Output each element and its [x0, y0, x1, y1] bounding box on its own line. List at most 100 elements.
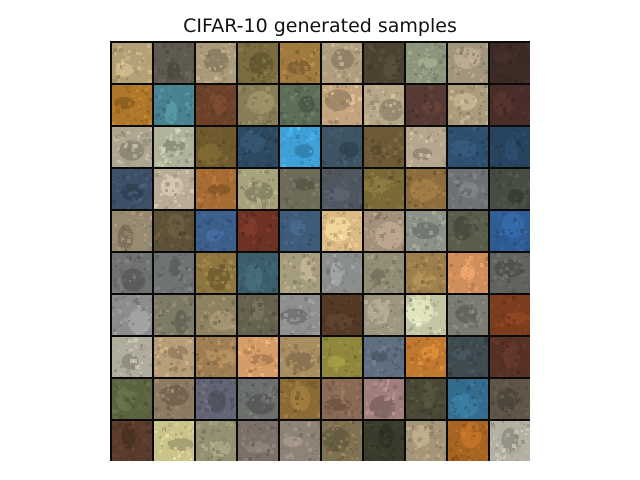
sample-tile-r6-c4	[238, 253, 278, 293]
sample-tile-r7-c3	[196, 295, 236, 335]
sample-tile-r6-c3	[196, 253, 236, 293]
sample-tile-r9-c8	[406, 379, 446, 419]
sample-tile-r3-c5	[280, 127, 320, 167]
sample-tile-r1-c8	[406, 43, 446, 83]
sample-tile-r8-c3	[196, 337, 236, 377]
sample-tile-r4-c1	[112, 169, 152, 209]
sample-tile-r4-c5	[280, 169, 320, 209]
sample-tile-r10-c7	[364, 421, 404, 461]
sample-tile-r3-c2	[154, 127, 194, 167]
sample-tile-r10-c5	[280, 421, 320, 461]
sample-tile-r9-c3	[196, 379, 236, 419]
sample-tile-r9-c1	[112, 379, 152, 419]
sample-tile-r5-c3	[196, 211, 236, 251]
sample-tile-r1-c6	[322, 43, 362, 83]
sample-tile-r8-c9	[448, 337, 488, 377]
sample-tile-r5-c8	[406, 211, 446, 251]
sample-tile-r2-c6	[322, 85, 362, 125]
sample-tile-r9-c9	[448, 379, 488, 419]
sample-tile-r1-c7	[364, 43, 404, 83]
sample-tile-r9-c5	[280, 379, 320, 419]
sample-tile-r10-c4	[238, 421, 278, 461]
sample-tile-r3-c6	[322, 127, 362, 167]
sample-tile-r1-c5	[280, 43, 320, 83]
sample-tile-r10-c2	[154, 421, 194, 461]
sample-tile-r10-c1	[112, 421, 152, 461]
sample-tile-r1-c1	[112, 43, 152, 83]
sample-tile-r5-c5	[280, 211, 320, 251]
sample-tile-r3-c3	[196, 127, 236, 167]
sample-tile-r9-c2	[154, 379, 194, 419]
sample-tile-r7-c6	[322, 295, 362, 335]
sample-tile-r8-c4	[238, 337, 278, 377]
sample-tile-r4-c6	[322, 169, 362, 209]
sample-tile-r7-c8	[406, 295, 446, 335]
sample-tile-r3-c9	[448, 127, 488, 167]
sample-tile-r4-c8	[406, 169, 446, 209]
sample-grid	[110, 41, 530, 461]
sample-tile-r3-c4	[238, 127, 278, 167]
sample-tile-r1-c9	[448, 43, 488, 83]
sample-tile-r3-c1	[112, 127, 152, 167]
sample-tile-r5-c7	[364, 211, 404, 251]
sample-tile-r8-c7	[364, 337, 404, 377]
sample-tile-r6-c10	[490, 253, 530, 293]
sample-tile-r4-c2	[154, 169, 194, 209]
sample-tile-r2-c4	[238, 85, 278, 125]
sample-tile-r2-c7	[364, 85, 404, 125]
sample-tile-r3-c8	[406, 127, 446, 167]
sample-tile-r8-c2	[154, 337, 194, 377]
sample-tile-r4-c9	[448, 169, 488, 209]
sample-tile-r9-c7	[364, 379, 404, 419]
sample-tile-r6-c7	[364, 253, 404, 293]
sample-tile-r6-c5	[280, 253, 320, 293]
sample-tile-r9-c10	[490, 379, 530, 419]
sample-tile-r2-c8	[406, 85, 446, 125]
sample-tile-r10-c3	[196, 421, 236, 461]
sample-tile-r10-c6	[322, 421, 362, 461]
sample-tile-r7-c9	[448, 295, 488, 335]
sample-tile-r6-c2	[154, 253, 194, 293]
sample-tile-r5-c1	[112, 211, 152, 251]
sample-tile-r7-c7	[364, 295, 404, 335]
sample-tile-r2-c3	[196, 85, 236, 125]
sample-tile-r2-c1	[112, 85, 152, 125]
sample-tile-r10-c10	[490, 421, 530, 461]
sample-tile-r2-c10	[490, 85, 530, 125]
sample-tile-r8-c8	[406, 337, 446, 377]
sample-tile-r3-c10	[490, 127, 530, 167]
sample-tile-r1-c4	[238, 43, 278, 83]
sample-tile-r7-c5	[280, 295, 320, 335]
sample-tile-r1-c3	[196, 43, 236, 83]
sample-tile-r4-c3	[196, 169, 236, 209]
sample-tile-r10-c9	[448, 421, 488, 461]
sample-tile-r2-c5	[280, 85, 320, 125]
sample-tile-r7-c4	[238, 295, 278, 335]
sample-tile-r10-c8	[406, 421, 446, 461]
figure-title: CIFAR-10 generated samples	[183, 15, 457, 37]
sample-tile-r7-c10	[490, 295, 530, 335]
sample-tile-r4-c4	[238, 169, 278, 209]
sample-tile-r5-c9	[448, 211, 488, 251]
sample-tile-r5-c6	[322, 211, 362, 251]
sample-tile-r6-c9	[448, 253, 488, 293]
sample-tile-r8-c5	[280, 337, 320, 377]
sample-tile-r3-c7	[364, 127, 404, 167]
sample-tile-r6-c6	[322, 253, 362, 293]
sample-tile-r7-c1	[112, 295, 152, 335]
sample-tile-r5-c2	[154, 211, 194, 251]
sample-tile-r2-c2	[154, 85, 194, 125]
sample-tile-r5-c4	[238, 211, 278, 251]
sample-tile-r8-c10	[490, 337, 530, 377]
sample-tile-r9-c4	[238, 379, 278, 419]
sample-tile-r8-c6	[322, 337, 362, 377]
sample-tile-r4-c10	[490, 169, 530, 209]
sample-tile-r8-c1	[112, 337, 152, 377]
sample-tile-r6-c1	[112, 253, 152, 293]
sample-tile-r2-c9	[448, 85, 488, 125]
sample-tile-r1-c2	[154, 43, 194, 83]
sample-tile-r7-c2	[154, 295, 194, 335]
sample-tile-r9-c6	[322, 379, 362, 419]
sample-tile-r6-c8	[406, 253, 446, 293]
sample-tile-r4-c7	[364, 169, 404, 209]
